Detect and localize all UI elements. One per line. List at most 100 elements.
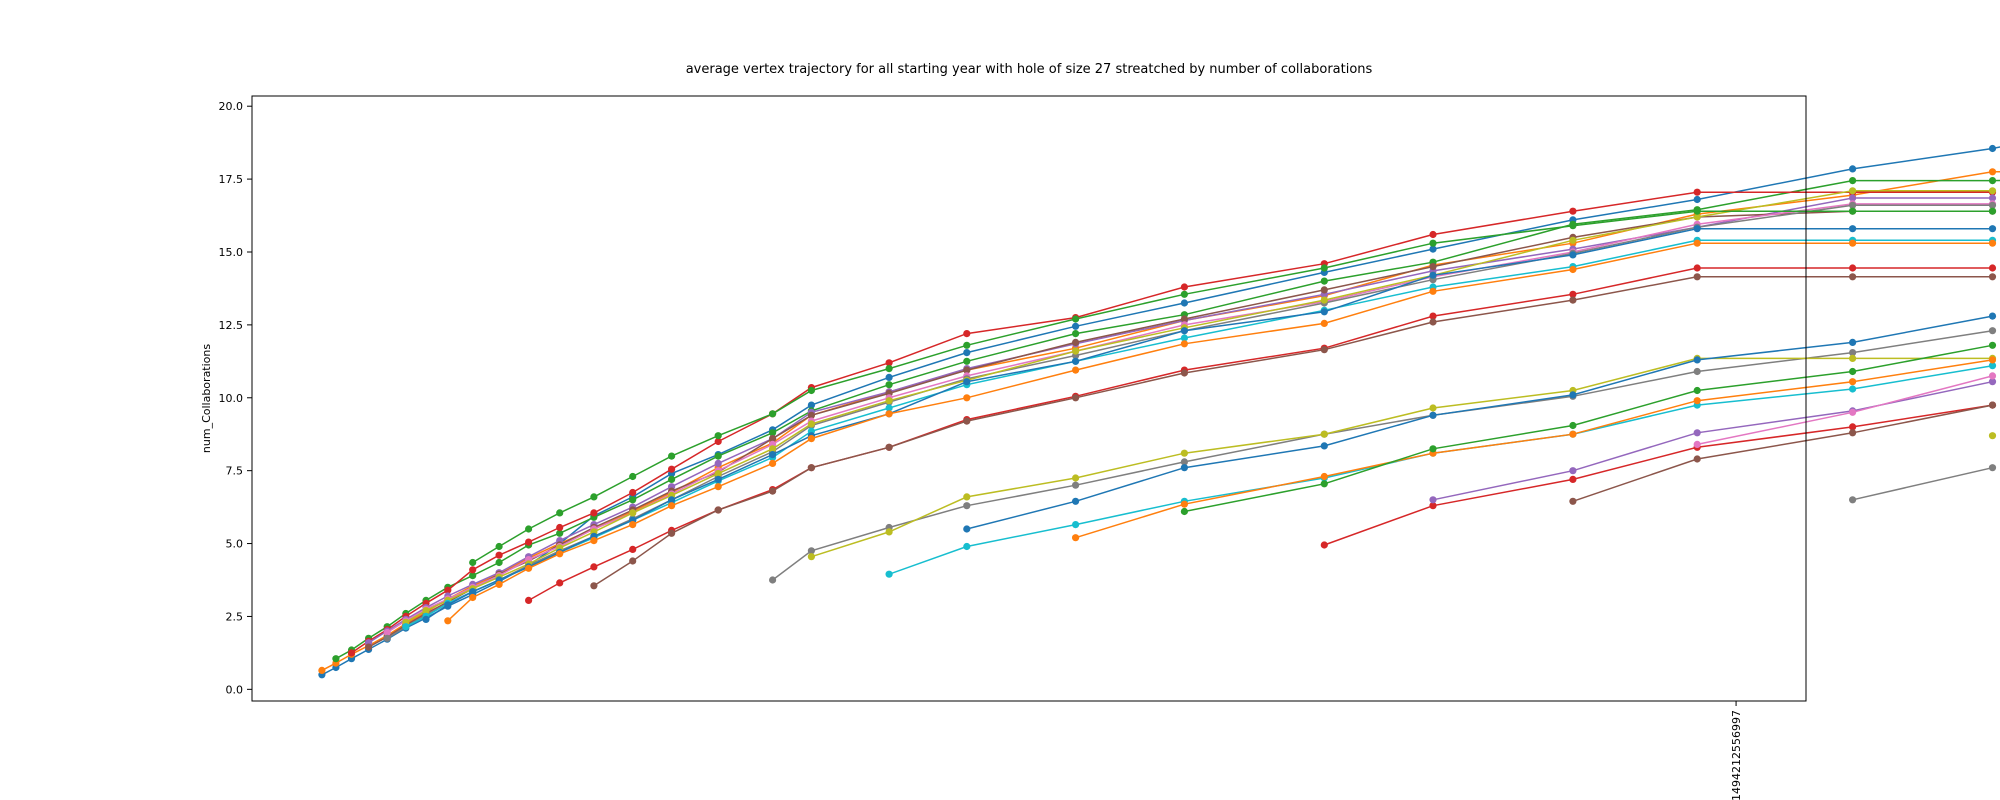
data-point <box>1849 385 1857 393</box>
data-point <box>1320 264 1328 272</box>
data-point <box>1180 464 1188 472</box>
data-point <box>1988 187 1997 195</box>
data-point <box>1180 290 1188 298</box>
data-point <box>963 394 971 402</box>
data-point <box>1180 500 1188 508</box>
data-point <box>807 420 816 428</box>
data-point <box>525 564 533 572</box>
data-point <box>1988 168 1997 176</box>
data-point <box>1988 372 1997 380</box>
data-point <box>1693 207 1701 215</box>
data-point <box>1988 378 1997 386</box>
series-line <box>321 171 2000 672</box>
data-point <box>1693 264 1701 272</box>
data-point <box>769 459 777 467</box>
data-point <box>1988 177 1997 185</box>
data-point <box>1320 286 1328 294</box>
data-point <box>1072 534 1080 542</box>
data-point <box>590 493 598 501</box>
data-point <box>1180 449 1188 457</box>
data-point <box>1849 349 1857 357</box>
series-line <box>1075 359 1993 539</box>
data-point <box>469 593 477 602</box>
data-point <box>1072 474 1080 482</box>
data-point <box>1849 239 1857 247</box>
series-line <box>386 203 1993 634</box>
series-line <box>472 210 1993 564</box>
data-point <box>807 411 816 419</box>
data-point <box>1849 187 1857 195</box>
series-21 <box>1180 341 1997 516</box>
data-point <box>1072 322 1080 330</box>
data-point <box>1180 458 1188 466</box>
data-point <box>1320 472 1328 481</box>
data-point <box>963 542 971 551</box>
data-point <box>1988 264 1997 272</box>
data-point <box>1320 480 1328 488</box>
data-point <box>963 493 971 501</box>
data-point <box>1072 481 1080 489</box>
data-point <box>383 628 391 637</box>
data-point <box>629 557 637 565</box>
data-point <box>769 445 777 453</box>
data-point <box>714 459 722 467</box>
y-tick-label: 20.0 <box>219 100 244 113</box>
data-point <box>885 570 893 578</box>
data-point <box>1569 251 1577 259</box>
series-line <box>1852 466 1993 501</box>
data-point <box>807 553 816 561</box>
data-point <box>556 509 564 517</box>
data-point <box>1988 341 1997 349</box>
data-point <box>885 528 893 536</box>
data-point <box>1429 230 1437 239</box>
data-point <box>422 607 430 615</box>
data-point <box>885 443 893 451</box>
data-point <box>807 386 816 395</box>
data-point <box>556 523 564 532</box>
series-18 <box>885 362 1997 578</box>
data-point <box>668 452 676 460</box>
data-point <box>469 588 477 596</box>
data-point <box>1569 290 1577 298</box>
data-point <box>1988 239 1997 247</box>
series-15 <box>590 273 1997 590</box>
data-point <box>1988 194 1997 202</box>
series-line <box>593 276 1993 587</box>
data-point <box>1072 347 1080 355</box>
data-point <box>885 365 893 373</box>
data-point <box>1693 440 1701 448</box>
data-point <box>1693 429 1701 437</box>
data-point <box>714 452 722 460</box>
data-point <box>1988 225 1997 233</box>
series-line <box>528 267 1993 602</box>
data-point <box>422 615 430 624</box>
series-24 <box>1569 401 1997 505</box>
series-line <box>888 364 1993 575</box>
data-point <box>1569 421 1577 430</box>
data-point <box>1429 239 1437 247</box>
data-point <box>1429 496 1437 504</box>
data-point <box>714 437 722 446</box>
chart-title: average vertex trajectory for all starti… <box>686 62 1373 77</box>
data-point <box>668 475 676 483</box>
data-point <box>1988 401 1997 409</box>
data-point <box>495 580 503 589</box>
data-point <box>769 576 777 584</box>
data-point <box>1429 445 1437 453</box>
data-point <box>556 529 564 537</box>
data-point <box>1569 497 1577 505</box>
data-point <box>1320 308 1328 316</box>
series-22 <box>1320 401 1997 549</box>
data-point <box>629 521 637 529</box>
data-point <box>714 506 722 514</box>
series-line <box>351 191 1993 654</box>
data-point <box>1569 296 1577 304</box>
data-point <box>769 487 777 495</box>
series-line <box>1324 404 1993 546</box>
data-point <box>714 432 722 440</box>
data-point <box>629 545 637 554</box>
data-point <box>495 542 503 551</box>
data-point <box>1569 236 1577 244</box>
data-point <box>1429 312 1437 320</box>
data-point <box>1320 277 1328 285</box>
